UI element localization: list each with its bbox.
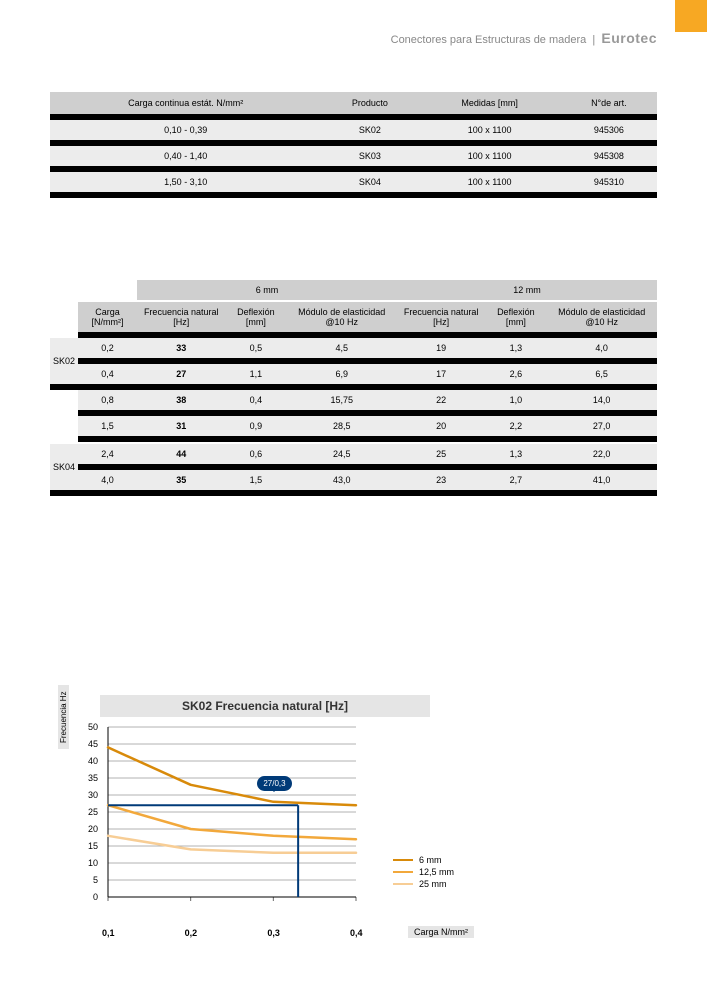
page-header: Conectores para Estructuras de madera | … <box>391 30 657 46</box>
table-row: 4,0 35 1,5 43,0 23 2,7 41,0 <box>50 470 657 490</box>
legend-item: 25 mm <box>393 879 454 889</box>
chart-ytick: 45 <box>84 739 98 749</box>
chart-ytick: 10 <box>84 858 98 868</box>
chart-title: SK02 Frecuencia natural [Hz] <box>100 695 430 717</box>
chart-ytick: 35 <box>84 773 98 783</box>
table-row: 0,4 27 1,1 6,9 17 2,6 6,5 <box>50 364 657 384</box>
chart-ytick: 25 <box>84 807 98 817</box>
chart-xtick: 0,2 <box>185 928 198 938</box>
chart-callout: 27/0,3 <box>257 776 291 791</box>
table-row: 1,5 31 0,9 28,5 20 2,2 27,0 <box>50 416 657 436</box>
section-title: Conectores para Estructuras de madera <box>391 34 587 46</box>
chart-ytick: 5 <box>84 875 98 885</box>
chart-xtick: 0,1 <box>102 928 115 938</box>
chart-ylabel: Frecuencia Hz <box>58 685 69 749</box>
chart-xlabel: Carga N/mm² <box>408 926 474 938</box>
chart-ytick: 15 <box>84 841 98 851</box>
table-group-row: 6 mm 12 mm <box>50 280 657 300</box>
table-row: 0,40 - 1,40 SK03 100 x 1100 945308 <box>50 146 657 166</box>
table-header-row: Carga continua estát. N/mm² Producto Med… <box>50 92 657 114</box>
legend-swatch <box>393 883 413 885</box>
chart-ytick: 0 <box>84 892 98 902</box>
legend-item: 12,5 mm <box>393 867 454 877</box>
products-table: Carga continua estát. N/mm² Producto Med… <box>50 92 657 198</box>
table-row: 0,8 38 0,4 15,75 22 1,0 14,0 <box>50 390 657 410</box>
col-medidas: Medidas [mm] <box>418 92 560 114</box>
chart-ytick: 30 <box>84 790 98 800</box>
legend-item: 6 mm <box>393 855 454 865</box>
col-producto: Producto <box>321 92 418 114</box>
table-subheader-row: Carga [N/mm²] Frecuencia natural [Hz] De… <box>50 302 657 332</box>
corner-tab <box>675 0 707 32</box>
chart-xtick: 0,4 <box>350 928 363 938</box>
block-label-sk04: SK04 <box>50 444 78 490</box>
chart-plot <box>102 725 362 915</box>
chart-ytick: 50 <box>84 722 98 732</box>
chart-svg <box>102 725 362 915</box>
col-art: N°de art. <box>561 92 657 114</box>
table-row: 0,10 - 0,39 SK02 100 x 1100 945306 <box>50 120 657 140</box>
legend-swatch <box>393 871 413 873</box>
col-carga: Carga continua estát. N/mm² <box>50 92 321 114</box>
chart-ytick: 20 <box>84 824 98 834</box>
frequency-table: 6 mm 12 mm Carga [N/mm²] Frecuencia natu… <box>50 280 657 496</box>
table-row: SK02 0,2 33 0,5 4,5 19 1,3 4,0 <box>50 338 657 358</box>
table-row: SK04 2,4 44 0,6 24,5 25 1,3 22,0 <box>50 444 657 464</box>
chart-legend: 6 mm 12,5 mm 25 mm <box>393 853 454 891</box>
frequency-chart: SK02 Frecuencia natural [Hz] Frecuencia … <box>70 695 430 946</box>
brand-logo: Eurotec <box>601 30 657 46</box>
chart-xtick: 0,3 <box>267 928 280 938</box>
block-label-sk02: SK02 <box>50 338 78 384</box>
legend-swatch <box>393 859 413 861</box>
table-row: 1,50 - 3,10 SK04 100 x 1100 945310 <box>50 172 657 192</box>
chart-ytick: 40 <box>84 756 98 766</box>
